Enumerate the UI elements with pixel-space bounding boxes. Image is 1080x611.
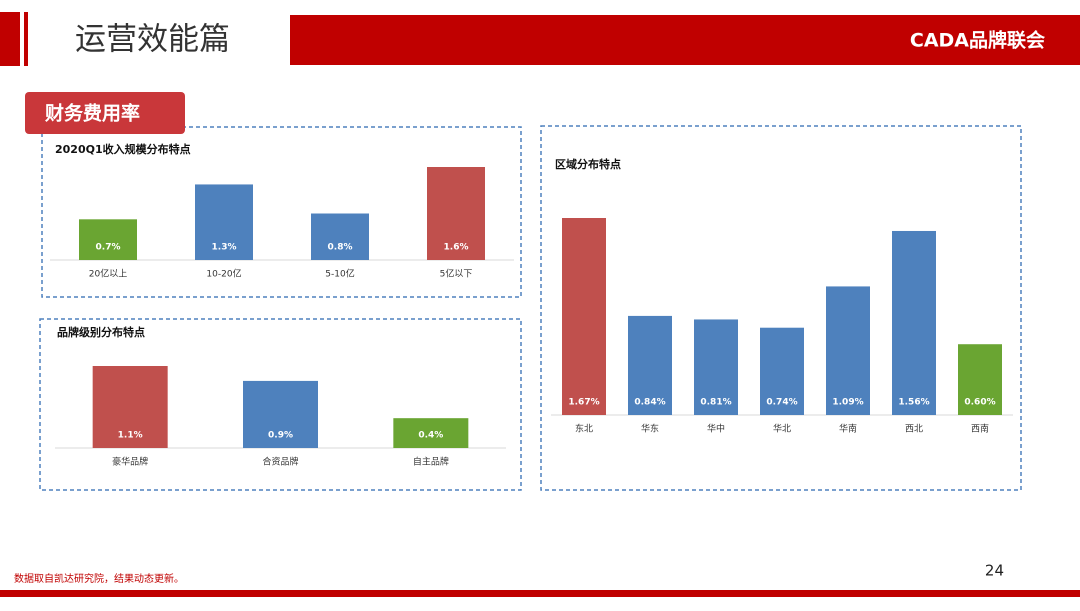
- bar: [892, 230, 936, 415]
- bar: [393, 418, 469, 448]
- chart-title: 2020Q1收入规模分布特点: [55, 142, 191, 156]
- value-label: 0.7%: [96, 243, 121, 253]
- bar: [311, 213, 369, 260]
- x-tick-label: 华东: [641, 423, 659, 435]
- header-band: [290, 15, 1080, 65]
- page-title: 运营效能篇: [75, 22, 230, 58]
- bar: [427, 167, 485, 260]
- bar: [694, 319, 738, 415]
- panel: [39, 318, 522, 491]
- x-tick-label: 5-10亿: [325, 268, 354, 280]
- footer-band: [0, 590, 1080, 597]
- value-label: 1.67%: [568, 398, 599, 408]
- x-tick-label: 华中: [707, 423, 725, 435]
- bar: [92, 366, 168, 448]
- value-label: 0.8%: [328, 243, 353, 253]
- panel: [41, 126, 522, 298]
- bar: [958, 344, 1002, 415]
- x-tick-label: 10-20亿: [206, 268, 241, 280]
- x-tick-label: 华北: [773, 423, 791, 435]
- x-tick-label: 20亿以上: [89, 268, 127, 280]
- footer-note: 数据取自凯达研究院，结果动态更新。: [14, 572, 184, 585]
- x-tick-label: 合资品牌: [262, 456, 298, 468]
- value-label: 0.84%: [634, 398, 665, 408]
- header-accent: [24, 12, 28, 66]
- x-tick-label: 豪华品牌: [112, 456, 148, 468]
- x-tick-label: 自主品牌: [413, 456, 449, 468]
- value-label: 1.1%: [118, 431, 143, 441]
- bar: [760, 327, 804, 415]
- panel: [540, 125, 1022, 491]
- bar: [628, 315, 672, 415]
- section-title: 财务费用率: [45, 102, 140, 125]
- chart-title: 区域分布特点: [555, 157, 621, 171]
- x-tick-label: 东北: [575, 423, 593, 435]
- chart-title: 品牌级别分布特点: [57, 325, 145, 339]
- value-label: 0.81%: [700, 398, 731, 408]
- section-tag: [25, 92, 185, 134]
- value-label: 0.9%: [268, 431, 293, 441]
- bar: [79, 219, 137, 260]
- value-label: 1.09%: [832, 398, 863, 408]
- x-tick-label: 5亿以下: [440, 268, 473, 280]
- page-number: 24: [985, 562, 1004, 580]
- value-label: 1.56%: [898, 398, 929, 408]
- value-label: 0.4%: [418, 431, 443, 441]
- value-label: 1.3%: [212, 243, 237, 253]
- x-tick-label: 西南: [971, 423, 989, 435]
- x-tick-label: 西北: [905, 424, 923, 435]
- value-label: 1.6%: [444, 243, 469, 253]
- brand: CADA品牌联会: [910, 29, 1045, 52]
- bar: [195, 184, 253, 260]
- value-label: 0.60%: [964, 398, 995, 408]
- bar: [562, 218, 606, 415]
- bar: [243, 380, 318, 448]
- header-accent: [0, 12, 20, 66]
- value-label: 0.74%: [766, 398, 797, 408]
- bar: [826, 286, 870, 415]
- x-tick-label: 华南: [839, 423, 857, 435]
